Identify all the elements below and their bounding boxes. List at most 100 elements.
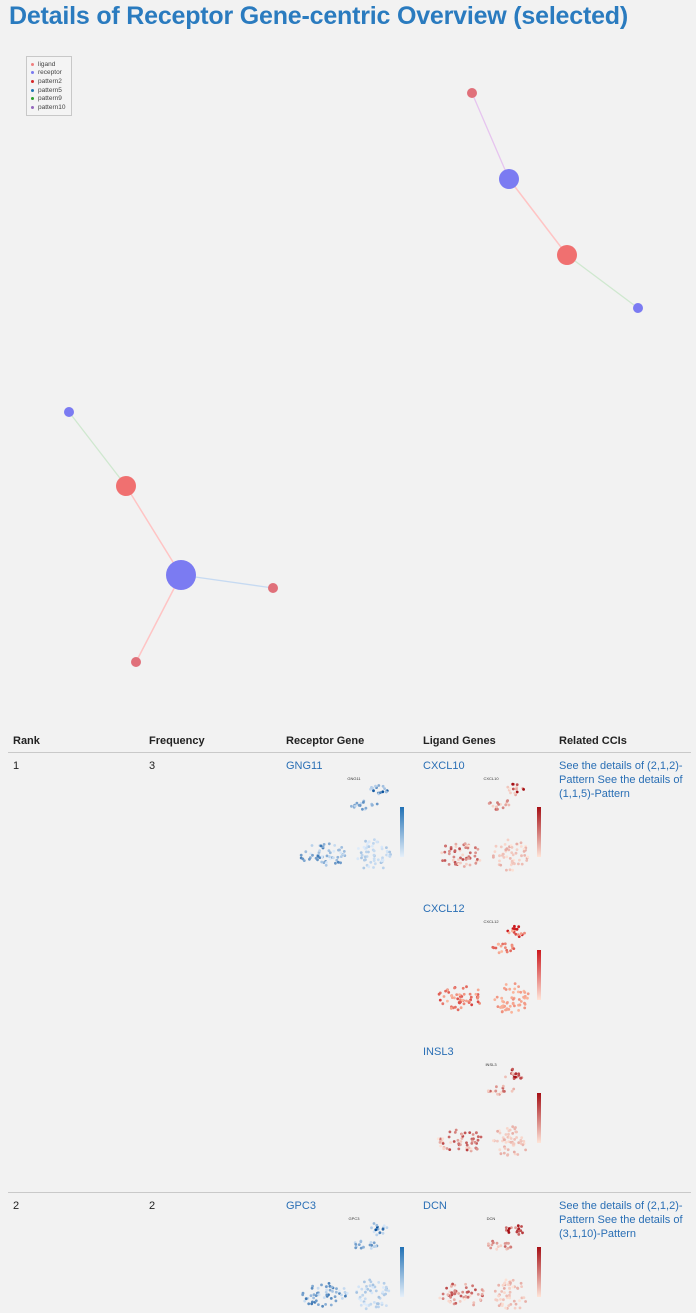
cell-point bbox=[504, 1075, 507, 1078]
cell-point bbox=[446, 999, 449, 1002]
cell-point bbox=[468, 850, 472, 854]
cell-point bbox=[375, 1233, 379, 1236]
receptor-node[interactable] bbox=[64, 407, 74, 417]
cell-point bbox=[511, 1067, 514, 1071]
receptor-node[interactable] bbox=[166, 560, 196, 590]
cell-point bbox=[510, 845, 514, 849]
cell-point bbox=[369, 860, 373, 864]
cell-point bbox=[373, 837, 376, 841]
cell-point bbox=[447, 851, 451, 855]
ligand-gene-link[interactable]: CXCL12 bbox=[423, 902, 465, 915]
cell-point bbox=[489, 1246, 493, 1249]
cell-point bbox=[472, 1300, 476, 1304]
cell-point bbox=[508, 856, 512, 860]
receptor-gene-link[interactable]: GPC3 bbox=[286, 1199, 316, 1212]
cell-point bbox=[516, 990, 520, 993]
cell-point bbox=[465, 1140, 468, 1144]
column-header-receptor-gene[interactable]: Receptor Gene bbox=[281, 731, 418, 753]
cell-point bbox=[438, 998, 442, 1001]
legend-dot-icon bbox=[31, 97, 34, 101]
cell-point bbox=[507, 1303, 511, 1307]
cell-point bbox=[503, 1146, 507, 1150]
cell-point bbox=[375, 840, 379, 843]
cci-pattern-link[interactable]: See the details of (1,1,5)-Pattern bbox=[559, 773, 683, 800]
column-header-frequency[interactable]: Frequency bbox=[144, 731, 281, 753]
cell-point bbox=[340, 845, 344, 849]
cell-point bbox=[322, 1295, 326, 1299]
receptor-node[interactable] bbox=[633, 303, 643, 313]
cell-point bbox=[469, 1149, 473, 1152]
ligand-node[interactable] bbox=[116, 476, 136, 496]
cell-point bbox=[451, 1282, 454, 1285]
ligand-gene-link[interactable]: DCN bbox=[423, 1199, 447, 1212]
cell-point bbox=[496, 1129, 499, 1133]
ligand-gene-link[interactable]: CXCL10 bbox=[423, 759, 465, 772]
cell-point bbox=[508, 1286, 511, 1289]
ligand-node[interactable] bbox=[557, 245, 577, 265]
network-graph[interactable] bbox=[0, 40, 696, 720]
ligand-node[interactable] bbox=[467, 88, 477, 98]
cell-point bbox=[452, 1297, 456, 1301]
receptor-gene-link[interactable]: GNG11 bbox=[286, 759, 323, 772]
cell-point bbox=[526, 996, 529, 1000]
cell-point bbox=[507, 1132, 510, 1136]
cell-point bbox=[506, 1153, 509, 1157]
column-header-related-ccis[interactable]: Related CCIs bbox=[554, 731, 691, 753]
cell-point bbox=[464, 1282, 467, 1286]
cell-point bbox=[510, 995, 514, 999]
cell-point bbox=[359, 1298, 363, 1302]
cell-point bbox=[312, 1296, 315, 1299]
cell-point bbox=[470, 1291, 473, 1294]
cell-point bbox=[329, 1303, 333, 1306]
cell-point bbox=[371, 786, 374, 789]
cell-point bbox=[374, 1227, 378, 1231]
column-header-ligand-genes[interactable]: Ligand Genes bbox=[418, 731, 554, 753]
rank-cell: 1 bbox=[8, 752, 144, 1193]
cell-point bbox=[500, 1303, 504, 1307]
cell-point bbox=[314, 1298, 318, 1302]
cell-point bbox=[342, 852, 345, 856]
cell-point bbox=[450, 993, 453, 997]
cell-point bbox=[490, 1242, 494, 1246]
cell-point bbox=[513, 1137, 516, 1141]
cell-point bbox=[497, 1293, 500, 1297]
cell-point bbox=[523, 990, 527, 994]
cell-point bbox=[463, 841, 467, 845]
receptor-node[interactable] bbox=[499, 169, 519, 189]
graph-edge bbox=[508, 178, 568, 256]
cell-point bbox=[523, 1001, 526, 1004]
cell-point bbox=[500, 1010, 504, 1013]
column-header-rank[interactable]: Rank bbox=[8, 731, 144, 753]
ligand-cell: CXCL10 CXCL10 CXCL12 CXCL12 INSL3 INSL3 bbox=[418, 752, 554, 1193]
cell-point bbox=[363, 1301, 366, 1305]
cell-point bbox=[381, 855, 384, 859]
ligand-node[interactable] bbox=[131, 657, 141, 667]
cell-point bbox=[499, 1243, 503, 1247]
cell-point bbox=[472, 1136, 475, 1140]
ligand-node[interactable] bbox=[268, 583, 278, 593]
cci-pattern-link[interactable]: See the details of (2,1,2)-Pattern bbox=[559, 1199, 683, 1226]
cci-pattern-link[interactable]: See the details of (2,1,2)-Pattern bbox=[559, 759, 683, 786]
cell-point bbox=[457, 1000, 461, 1004]
cell-point bbox=[496, 942, 500, 946]
cell-point bbox=[480, 1292, 484, 1296]
plot-title: CXCL12 bbox=[483, 919, 499, 924]
cell-point bbox=[523, 1006, 527, 1009]
cell-point bbox=[364, 1290, 367, 1294]
colorbar bbox=[537, 806, 541, 857]
cell-point bbox=[524, 1148, 527, 1151]
cell-point bbox=[495, 1084, 498, 1088]
cell-point bbox=[504, 945, 507, 949]
cell-point bbox=[522, 1295, 526, 1299]
cell-point bbox=[509, 1140, 513, 1144]
ligand-gene-link[interactable]: INSL3 bbox=[423, 1045, 454, 1058]
cell-point bbox=[462, 864, 466, 868]
cci-pattern-link[interactable]: See the details of (3,1,10)-Pattern bbox=[559, 1213, 683, 1240]
page-title: Details of Receptor Gene-centric Overvie… bbox=[9, 2, 628, 30]
cell-point bbox=[495, 1241, 499, 1245]
cell-point bbox=[504, 1306, 508, 1309]
cell-point bbox=[495, 1298, 499, 1302]
cell-point bbox=[321, 1304, 324, 1308]
cell-point bbox=[493, 1289, 497, 1293]
nodes[interactable] bbox=[64, 88, 643, 667]
